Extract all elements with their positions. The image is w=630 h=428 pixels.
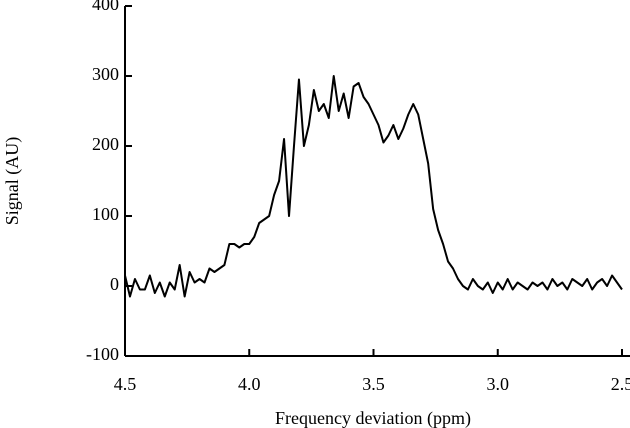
x-axis-label: Frequency deviation (ppm)	[275, 408, 471, 428]
y-tick-label: 200	[92, 134, 119, 154]
x-tick-label: 3.5	[362, 374, 385, 394]
y-axis-label: Signal (AU)	[2, 137, 23, 226]
x-tick-label: 3.0	[487, 374, 510, 394]
x-tick-label: 4.0	[238, 374, 261, 394]
y-tick-label: -100	[86, 344, 119, 364]
data-line	[124, 75, 623, 298]
y-tick-label: 100	[92, 204, 119, 224]
y-tick-label: 400	[92, 0, 119, 14]
x-tick-label: 4.5	[114, 374, 137, 394]
y-tick-label: 0	[110, 274, 119, 294]
y-tick-label: 300	[92, 64, 119, 84]
x-tick-label: 2.5	[611, 374, 630, 394]
